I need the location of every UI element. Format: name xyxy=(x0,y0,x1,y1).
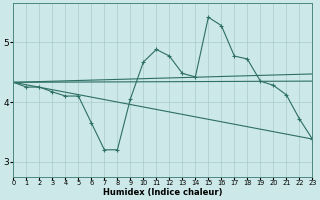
X-axis label: Humidex (Indice chaleur): Humidex (Indice chaleur) xyxy=(103,188,223,197)
